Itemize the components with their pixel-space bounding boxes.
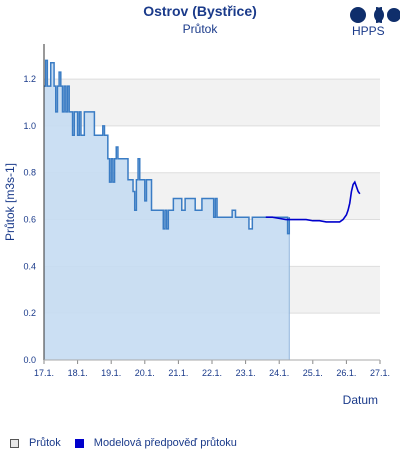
x-tick-label: 20.1. — [135, 368, 155, 378]
x-tick-label: 21.1. — [168, 368, 188, 378]
series-forecast-line — [265, 180, 361, 223]
grid-band — [44, 79, 380, 126]
y-axis-label: Průtok [m3s-1] — [3, 163, 17, 241]
x-tick-label: 17.1. — [34, 368, 54, 378]
legend-item-prutok: Průtok — [10, 437, 61, 449]
x-tick-label: 22.1. — [202, 368, 222, 378]
chart-title: Ostrov (Bystřice) — [143, 3, 257, 19]
y-tick-label: 1.2 — [23, 74, 36, 84]
x-tick-label: 27.1. — [370, 368, 390, 378]
hpps-logo-icon — [350, 7, 400, 23]
x-tick-label: 24.1. — [269, 368, 289, 378]
chart-subtitle: Průtok — [182, 22, 218, 36]
x-tick-label: 26.1. — [336, 368, 356, 378]
logo-text: HPPS — [352, 24, 385, 38]
series-prutok-line — [44, 59, 291, 235]
x-tick-label: 18.1. — [68, 368, 88, 378]
legend: Průtok Modelová předpověď průtoku — [10, 437, 251, 449]
legend-item-forecast: Modelová předpověď průtoku — [74, 437, 237, 449]
y-tick-label: 0.4 — [23, 261, 36, 271]
x-tick-label: 19.1. — [101, 368, 121, 378]
legend-swatch-prutok — [10, 438, 19, 448]
x-axis-label: Datum — [343, 393, 378, 407]
y-tick-label: 1.0 — [23, 121, 36, 131]
x-tick-label: 25.1. — [303, 368, 323, 378]
y-tick-label: 0.2 — [23, 308, 36, 318]
x-tick-label: 23.1. — [236, 368, 256, 378]
legend-label-forecast: Modelová předpověď průtoku — [93, 437, 237, 449]
legend-swatch-forecast — [74, 438, 84, 448]
y-tick-label: 0.0 — [23, 355, 36, 365]
legend-label-prutok: Průtok — [29, 437, 61, 449]
y-tick-label: 0.6 — [23, 215, 36, 225]
y-tick-label: 0.8 — [23, 168, 36, 178]
